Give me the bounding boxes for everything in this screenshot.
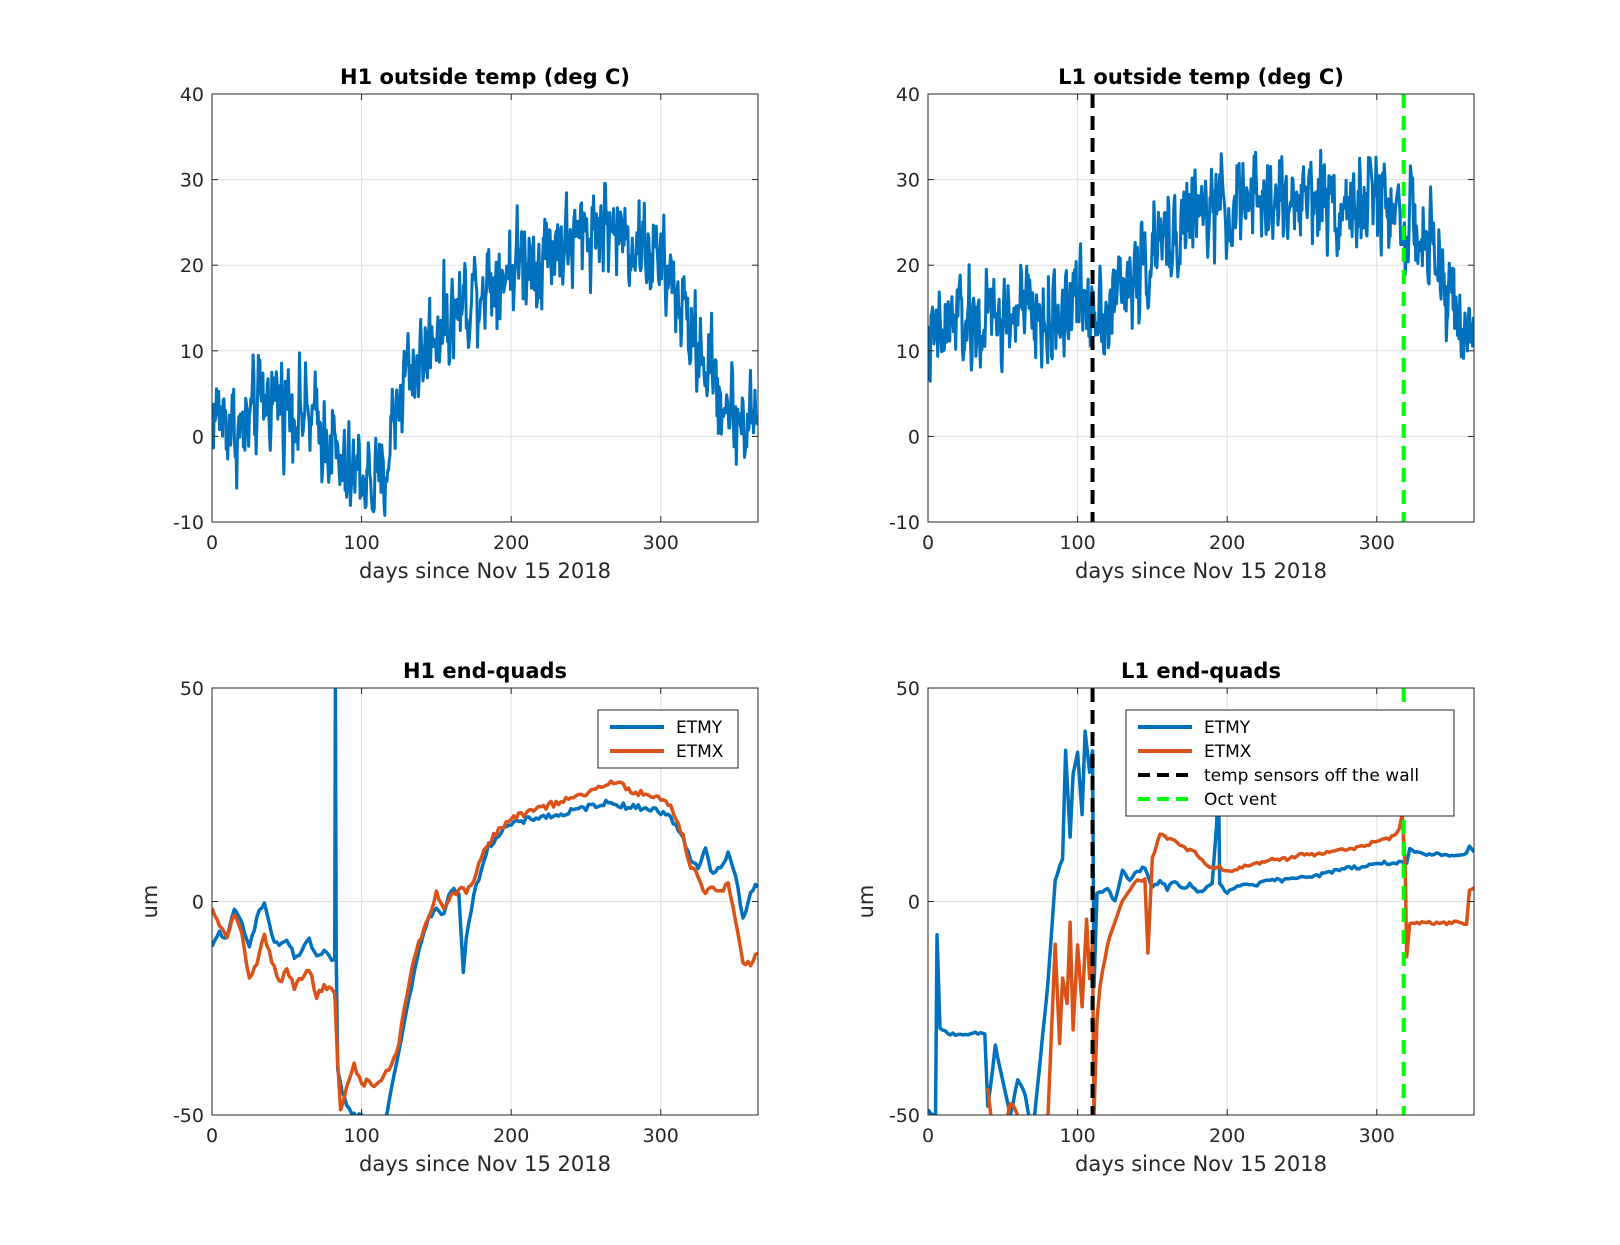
chart-title: H1 outside temp (deg C) bbox=[340, 65, 630, 89]
chart-title: H1 end-quads bbox=[403, 659, 567, 683]
x-axis-label: days since Nov 15 2018 bbox=[359, 1152, 611, 1176]
series-line-etmy bbox=[212, 688, 758, 1115]
y-tick-label: 0 bbox=[192, 426, 204, 448]
x-axis-label: days since Nov 15 2018 bbox=[1075, 559, 1327, 583]
x-tick-label: 100 bbox=[1059, 1125, 1095, 1147]
y-tick-label: 40 bbox=[180, 84, 204, 106]
legend: ETMY ETMX bbox=[597, 709, 739, 769]
series-line-etmx bbox=[986, 812, 1474, 1115]
ticks bbox=[927, 687, 1474, 1116]
legend-label-3: temp sensors off the wall bbox=[1204, 766, 1419, 786]
legend-label-1: ETMY bbox=[676, 718, 723, 738]
x-tick-label: 200 bbox=[493, 1125, 529, 1147]
x-tick-label: 200 bbox=[493, 532, 529, 554]
legend-label-4: Oct vent bbox=[1204, 790, 1277, 810]
y-tick-label: -10 bbox=[889, 512, 920, 534]
y-tick-label: 10 bbox=[180, 341, 204, 363]
y-tick-label: 20 bbox=[180, 255, 204, 277]
x-tick-label: 200 bbox=[1209, 1125, 1245, 1147]
x-tick-label: 100 bbox=[343, 532, 379, 554]
x-tick-label: 0 bbox=[206, 532, 218, 554]
legend: ETMY ETMX temp sensors off the wall Oct ven… bbox=[1125, 709, 1455, 817]
ticks bbox=[927, 93, 1474, 523]
y-axis-label: um bbox=[138, 885, 162, 919]
x-axis-label: days since Nov 15 2018 bbox=[1075, 1152, 1327, 1176]
axes-box bbox=[927, 93, 1475, 523]
x-tick-label: 300 bbox=[643, 532, 679, 554]
x-tick-label: 0 bbox=[206, 1125, 218, 1147]
x-tick-label: 300 bbox=[1359, 1125, 1395, 1147]
x-axis-label: days since Nov 15 2018 bbox=[359, 559, 611, 583]
y-tick-label: 50 bbox=[896, 678, 920, 700]
series-line-etmx bbox=[212, 779, 758, 1112]
ticks bbox=[211, 687, 758, 1116]
y-tick-label: 40 bbox=[896, 84, 920, 106]
legend-label-2: ETMX bbox=[1204, 742, 1252, 762]
ticks bbox=[211, 93, 758, 523]
x-tick-label: 300 bbox=[1359, 532, 1395, 554]
legend-label-1: ETMY bbox=[1204, 718, 1251, 738]
legend-box bbox=[597, 709, 739, 769]
y-tick-label: 20 bbox=[896, 255, 920, 277]
x-tick-label: 0 bbox=[922, 1125, 934, 1147]
axes-box bbox=[211, 93, 759, 523]
x-tick-label: 100 bbox=[343, 1125, 379, 1147]
y-tick-label: 30 bbox=[896, 170, 920, 192]
x-tick-label: 300 bbox=[643, 1125, 679, 1147]
series-line-etmy bbox=[928, 729, 1474, 1115]
y-tick-label: -50 bbox=[173, 1105, 204, 1127]
data-layer bbox=[928, 94, 1474, 522]
data-layer bbox=[212, 688, 758, 1115]
y-tick-label: 10 bbox=[896, 341, 920, 363]
series-line-temp-1 bbox=[928, 148, 1474, 383]
series-line-temp-1 bbox=[212, 181, 758, 517]
chart-title: L1 outside temp (deg C) bbox=[1058, 65, 1344, 89]
y-tick-label: 0 bbox=[192, 892, 204, 914]
y-tick-label: -10 bbox=[173, 512, 204, 534]
legend-label-2: ETMX bbox=[676, 742, 724, 762]
y-tick-label: -50 bbox=[889, 1105, 920, 1127]
y-tick-label: 50 bbox=[180, 678, 204, 700]
y-tick-label: 0 bbox=[908, 426, 920, 448]
x-tick-label: 0 bbox=[922, 532, 934, 554]
x-tick-label: 100 bbox=[1059, 532, 1095, 554]
x-tick-label: 200 bbox=[1209, 532, 1245, 554]
y-tick-label: 30 bbox=[180, 170, 204, 192]
y-axis-label: um bbox=[854, 885, 878, 919]
chart-title: L1 end-quads bbox=[1121, 659, 1281, 683]
y-tick-label: 0 bbox=[908, 892, 920, 914]
data-layer bbox=[212, 181, 758, 517]
